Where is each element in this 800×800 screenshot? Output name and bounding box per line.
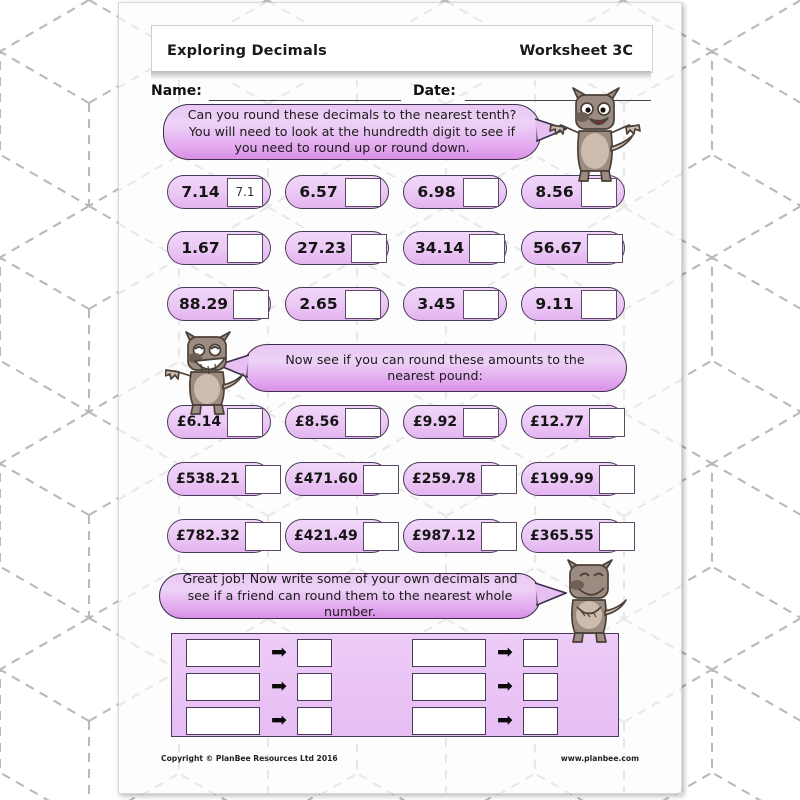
decimal-answer-box[interactable]: 7.1 — [227, 177, 263, 207]
decimal-value: 34.14 — [415, 239, 465, 257]
activity-input-box[interactable] — [186, 639, 260, 667]
arrow-right-icon: ➡ — [271, 640, 287, 663]
money-answer-box[interactable] — [362, 521, 399, 551]
dog-character-top-right — [549, 87, 641, 182]
decimal-pill[interactable]: 1.67 — [167, 231, 271, 265]
instruction-bubble-2: Now see if you can round these amounts t… — [243, 344, 627, 392]
money-pill[interactable]: £782.32 — [167, 519, 281, 553]
name-label: Name: — [151, 83, 202, 99]
money-pill[interactable]: £365.55 — [521, 519, 635, 553]
dog-character-bottom-right — [567, 559, 627, 643]
decimal-answer-box[interactable] — [463, 289, 499, 319]
decimal-value: 88.29 — [179, 295, 229, 313]
money-answer-box[interactable] — [345, 407, 381, 437]
money-value: £12.77 — [530, 414, 585, 430]
instruction-bubble-3: Great job! Now write some of your own de… — [159, 571, 541, 619]
money-value: £8.56 — [294, 414, 340, 430]
money-pill[interactable]: £8.56 — [285, 405, 389, 439]
decimal-answer-box[interactable] — [463, 177, 499, 207]
decimal-value: 56.67 — [533, 239, 583, 257]
money-value: £259.78 — [412, 471, 476, 487]
money-answer-box[interactable] — [480, 521, 517, 551]
activity-input-box[interactable] — [186, 673, 260, 701]
activity-input-box[interactable] — [412, 673, 486, 701]
decimal-answer-box[interactable] — [581, 289, 617, 319]
money-answer-box[interactable] — [463, 407, 499, 437]
money-answer-box[interactable] — [598, 464, 635, 494]
date-label: Date: — [413, 83, 456, 99]
activity-input-box[interactable] — [412, 639, 486, 667]
money-pill[interactable]: £421.49 — [285, 519, 399, 553]
copyright-text: Copyright © PlanBee Resources Ltd 2016 — [161, 754, 338, 763]
money-pill[interactable]: £9.92 — [403, 405, 507, 439]
money-value: £199.99 — [530, 471, 594, 487]
decimal-pill[interactable]: 56.67 — [521, 231, 625, 265]
decimal-value: 7.14 — [181, 183, 220, 201]
page-title: Exploring Decimals — [167, 43, 327, 59]
decimal-answer-box[interactable] — [227, 233, 263, 263]
money-pill[interactable]: £538.21 — [167, 462, 281, 496]
decimal-pill[interactable]: 88.29 — [167, 287, 271, 321]
money-value: £9.92 — [412, 414, 458, 430]
decimal-answer-box[interactable] — [345, 289, 381, 319]
decimal-answer-box[interactable] — [233, 289, 270, 319]
instruction-bubble-1: Can you round these decimals to the near… — [163, 104, 541, 160]
activity-output-box[interactable] — [297, 673, 332, 701]
name-input-line[interactable] — [209, 100, 401, 101]
arrow-right-icon: ➡ — [271, 708, 287, 731]
decimal-value: 6.57 — [299, 183, 338, 201]
money-answer-box[interactable] — [244, 464, 281, 494]
header-shadow-bar — [151, 71, 651, 80]
arrow-right-icon: ➡ — [497, 674, 513, 697]
money-value: £987.12 — [412, 528, 476, 544]
money-answer-box[interactable] — [598, 521, 635, 551]
arrow-right-icon: ➡ — [271, 674, 287, 697]
decimal-pill[interactable]: 34.14 — [403, 231, 507, 265]
activity-input-box[interactable] — [186, 707, 260, 735]
decimal-pill[interactable]: 3.45 — [403, 287, 507, 321]
decimal-answer-box[interactable] — [587, 233, 624, 263]
money-value: £421.49 — [294, 528, 358, 544]
arrow-right-icon: ➡ — [497, 640, 513, 663]
decimal-pill[interactable]: 9.11 — [521, 287, 625, 321]
decimal-answer-box[interactable] — [345, 177, 381, 207]
arrow-right-icon: ➡ — [497, 708, 513, 731]
activity-output-box[interactable] — [297, 707, 332, 735]
activity-output-box[interactable] — [523, 673, 558, 701]
activity-output-box[interactable] — [297, 639, 332, 667]
worksheet-page: Exploring Decimals Worksheet 3C Name: Da… — [118, 2, 682, 794]
money-pill[interactable]: £471.60 — [285, 462, 399, 496]
worksheet-number: Worksheet 3C — [519, 43, 633, 59]
money-pill[interactable]: £12.77 — [521, 405, 626, 439]
money-answer-box[interactable] — [480, 464, 517, 494]
decimal-value: 6.98 — [417, 183, 456, 201]
decimal-value: 3.45 — [417, 295, 456, 313]
decimal-pill[interactable]: 6.57 — [285, 175, 389, 209]
money-answer-box[interactable] — [589, 407, 626, 437]
money-answer-box[interactable] — [244, 521, 281, 551]
decimal-value: 27.23 — [297, 239, 347, 257]
dog-character-middle-left — [165, 331, 244, 415]
activity-output-box[interactable] — [523, 707, 558, 735]
money-value: £471.60 — [294, 471, 358, 487]
decimal-value: 9.11 — [535, 295, 574, 313]
money-pill[interactable]: £199.99 — [521, 462, 635, 496]
money-pill[interactable]: £987.12 — [403, 519, 517, 553]
money-value: £365.55 — [530, 528, 594, 544]
money-value: £782.32 — [176, 528, 240, 544]
money-value: £538.21 — [176, 471, 240, 487]
website-text: www.planbee.com — [560, 754, 639, 763]
activity-input-box[interactable] — [412, 707, 486, 735]
money-pill[interactable]: £259.78 — [403, 462, 517, 496]
decimal-pill[interactable]: 7.14 7.1 — [167, 175, 271, 209]
decimal-answer-box[interactable] — [469, 233, 506, 263]
decimal-value: 1.67 — [181, 239, 220, 257]
decimal-pill[interactable]: 2.65 — [285, 287, 389, 321]
own-decimals-activity-panel: ➡ ➡ ➡ ➡ ➡ ➡ — [171, 633, 619, 737]
money-answer-box[interactable] — [362, 464, 399, 494]
decimal-pill[interactable]: 6.98 — [403, 175, 507, 209]
decimal-value: 2.65 — [299, 295, 338, 313]
decimal-answer-box[interactable] — [351, 233, 388, 263]
decimal-pill[interactable]: 27.23 — [285, 231, 389, 265]
